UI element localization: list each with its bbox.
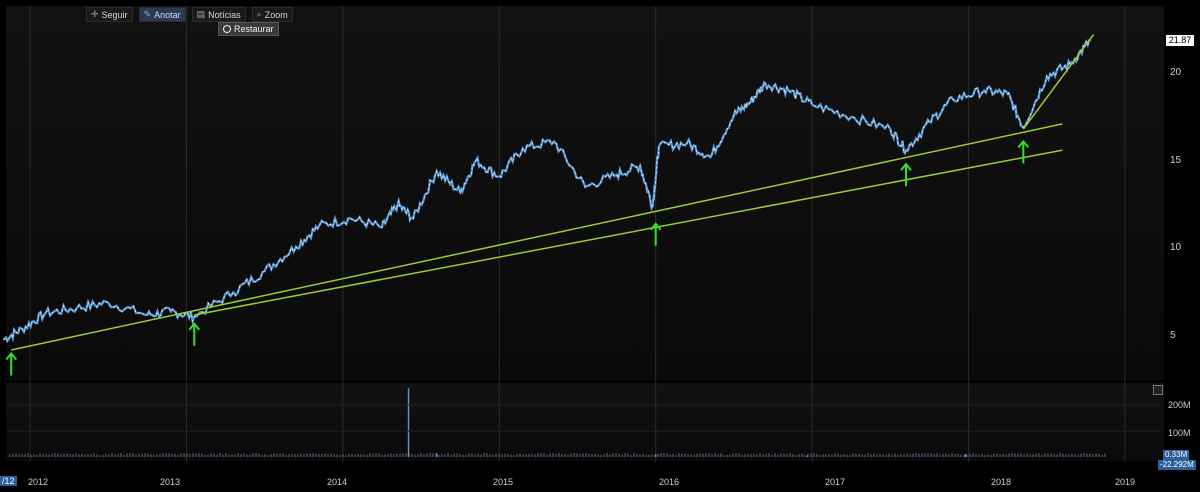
x-tick-label: 2019 <box>1115 477 1136 487</box>
price-line-highlight <box>3 39 1091 342</box>
up-arrow-annotation <box>900 162 912 187</box>
x-tick-label: 2013 <box>160 477 181 487</box>
chart-toolbar: ✛ Seguir ✎ Anotar ▤ Notícias ⌕ Zoom <box>86 7 293 22</box>
restore-icon <box>223 25 231 33</box>
volume-panel <box>6 383 1164 461</box>
pane-resize-control[interactable] <box>1153 385 1163 395</box>
crosshair-icon: ✛ <box>91 9 99 19</box>
volume-bars <box>9 453 1106 457</box>
annotate-button[interactable]: ✎ Anotar <box>138 7 186 22</box>
y-tick-label: 15 <box>1170 155 1182 166</box>
price-line <box>2 39 1091 344</box>
magnifier-icon: ⌕ <box>256 9 262 19</box>
x-axis <box>0 472 1200 492</box>
y-tick-label: 5 <box>1170 330 1176 341</box>
x-tick-label: 2012 <box>28 477 49 487</box>
x-tick-label: 2014 <box>327 477 348 487</box>
trendline <box>11 123 1063 351</box>
news-icon: ▤ <box>196 9 206 19</box>
trendline <box>1022 33 1095 130</box>
zoom-button[interactable]: ⌕ Zoom <box>251 7 293 22</box>
news-label: Notícias <box>208 9 241 20</box>
up-arrow-annotation <box>1017 139 1030 164</box>
last-price-label: 21.87 <box>1166 35 1194 46</box>
price-panel <box>6 6 1164 380</box>
volume-last-label-2: -22.292M <box>1158 460 1196 470</box>
x-tick-label: 2016 <box>659 477 680 487</box>
up-arrow-annotation <box>649 222 662 246</box>
x-tick-label: 2018 <box>991 477 1012 487</box>
up-arrow-annotation <box>188 322 201 346</box>
y-tick-label: 20 <box>1170 67 1182 78</box>
pencil-icon: ✎ <box>143 9 152 19</box>
follow-label: Seguir <box>101 9 128 20</box>
news-button[interactable]: ▤ Notícias <box>191 7 246 22</box>
volume-tick-label: 200M <box>1168 400 1191 410</box>
restore-label: Restaurar <box>234 24 274 34</box>
x-tick-label: 2017 <box>825 477 846 487</box>
zoom-label: Zoom <box>264 9 288 20</box>
restore-button[interactable]: Restaurar <box>218 22 279 36</box>
up-arrow-annotation <box>5 351 17 376</box>
x-tick-label: 2015 <box>493 477 514 487</box>
volume-last-label: 0.33M <box>1163 450 1190 460</box>
trendline <box>194 149 1063 316</box>
annotate-label: Anotar <box>154 9 181 20</box>
y-tick-label: 10 <box>1170 242 1182 253</box>
x-start-label: /12 <box>0 476 17 486</box>
follow-button[interactable]: ✛ Seguir <box>86 7 133 22</box>
volume-tick-label: 100M <box>1168 428 1191 438</box>
